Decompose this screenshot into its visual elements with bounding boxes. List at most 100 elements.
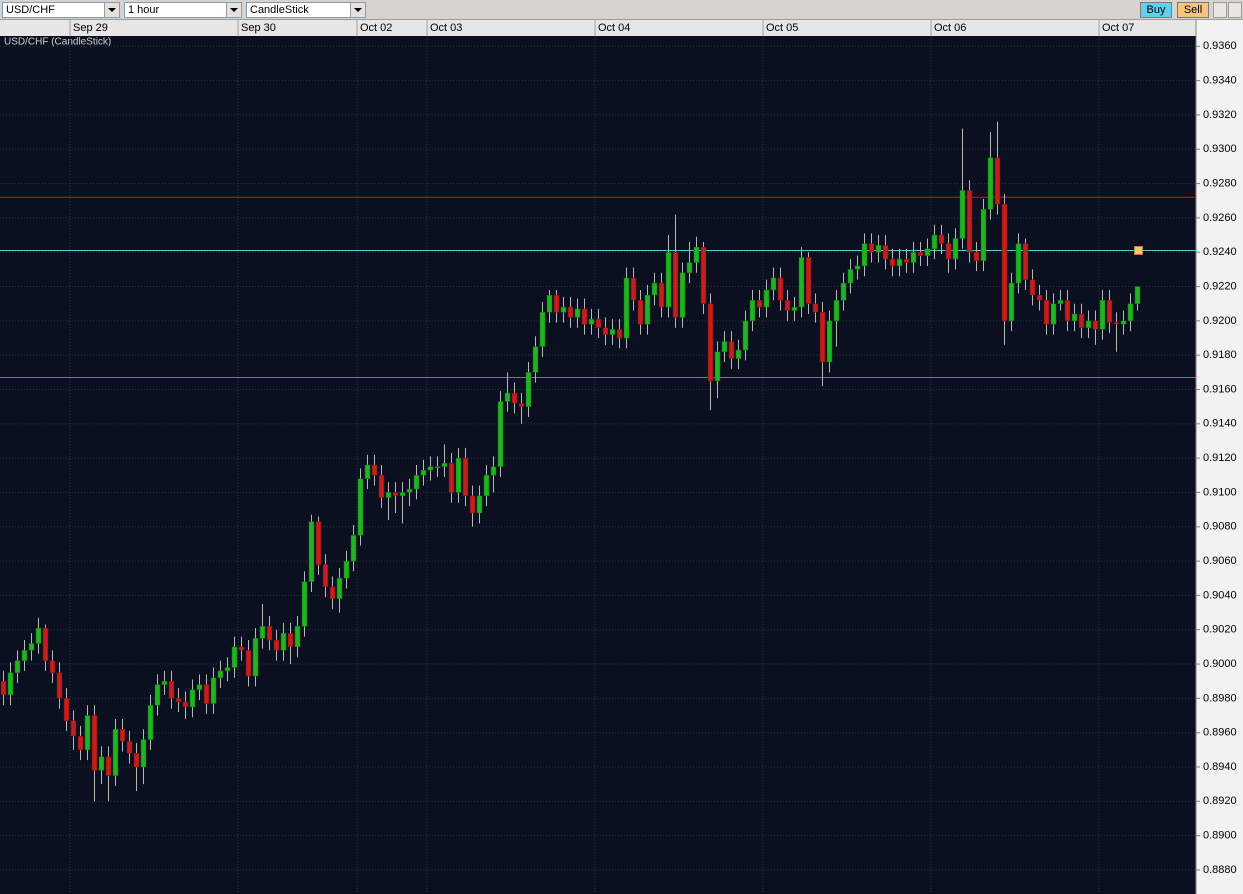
candle-body xyxy=(259,626,266,639)
candle-body xyxy=(798,257,805,308)
toolbar: USD/CHF 1 hour CandleStick Buy Sell xyxy=(0,0,1243,20)
candle-body xyxy=(420,469,427,476)
candle-body xyxy=(651,282,658,296)
dropdown-arrow[interactable] xyxy=(226,3,241,17)
candle-body xyxy=(882,245,889,260)
candle-body xyxy=(329,586,336,600)
candle-body xyxy=(56,672,63,699)
candle-body xyxy=(21,650,28,661)
candle-body xyxy=(917,251,924,256)
y-tick-label: 0.8900 xyxy=(1203,830,1237,842)
candle-body xyxy=(469,495,476,514)
candle-body xyxy=(287,632,294,648)
candle-body xyxy=(35,627,42,644)
candle-body xyxy=(504,392,511,402)
candle-body xyxy=(399,492,406,497)
candle-body xyxy=(854,265,861,270)
y-tick-label: 0.8980 xyxy=(1203,692,1237,704)
candle-body xyxy=(1057,300,1064,304)
y-tick-label: 0.9180 xyxy=(1203,349,1237,361)
plot-area xyxy=(0,36,1196,894)
date-header xyxy=(0,20,1243,36)
candle-body xyxy=(595,318,602,328)
y-tick-label: 0.9120 xyxy=(1203,452,1237,464)
candle-body xyxy=(147,704,154,740)
candle-body xyxy=(1008,282,1015,322)
candle-body xyxy=(217,670,224,679)
candle-body xyxy=(1127,303,1134,322)
candle-body xyxy=(322,564,329,588)
y-tick-label: 0.9200 xyxy=(1203,315,1237,327)
candle-body xyxy=(7,672,14,696)
sell-button[interactable]: Sell xyxy=(1177,2,1209,18)
y-tick-label: 0.9040 xyxy=(1203,589,1237,601)
candle-body xyxy=(1036,294,1043,301)
candle-body xyxy=(588,318,595,325)
candle-body xyxy=(301,581,308,627)
candle-body xyxy=(553,294,560,313)
candle-body xyxy=(931,234,938,250)
dropdown-arrow[interactable] xyxy=(350,3,365,17)
candle-body xyxy=(224,667,231,672)
candle-body xyxy=(1092,320,1099,330)
y-tick-label: 0.9020 xyxy=(1203,624,1237,636)
candle-body xyxy=(749,300,756,322)
candle-body xyxy=(602,327,609,335)
y-tick-label: 0.9320 xyxy=(1203,109,1237,121)
candle-body xyxy=(63,698,70,721)
candle-body xyxy=(175,698,182,703)
candle-body xyxy=(994,157,1001,205)
y-tick-label: 0.8960 xyxy=(1203,727,1237,739)
candle-body xyxy=(707,303,714,382)
candle-body xyxy=(833,300,840,322)
candle-body xyxy=(476,495,483,514)
y-tick-label: 0.9340 xyxy=(1203,75,1237,87)
indicator-icon[interactable] xyxy=(1213,2,1227,18)
symbol-text: USD/CHF xyxy=(6,4,55,16)
candle-body xyxy=(483,475,490,497)
candle-body xyxy=(210,677,217,704)
buy-button[interactable]: Buy xyxy=(1140,2,1172,18)
candle-body xyxy=(903,258,910,263)
candle-body xyxy=(392,492,399,497)
candle-body xyxy=(14,660,21,673)
candle-body xyxy=(560,306,567,313)
candle-body xyxy=(693,246,700,263)
candle-body xyxy=(42,627,49,661)
candle-body xyxy=(161,680,168,685)
candle-body xyxy=(805,257,812,304)
candle-body xyxy=(273,639,280,651)
candle-body xyxy=(77,735,84,751)
candle-body xyxy=(1064,300,1071,322)
candle-body xyxy=(1022,243,1029,280)
candle-body xyxy=(490,466,497,476)
candle-body xyxy=(434,466,441,468)
candle-body xyxy=(378,475,385,498)
interval-select[interactable]: 1 hour xyxy=(124,2,242,18)
candle-body xyxy=(1078,313,1085,328)
candle-body xyxy=(672,251,679,318)
candle-body xyxy=(714,351,721,382)
candle-body xyxy=(455,457,462,493)
candle-body xyxy=(315,521,322,565)
draw-icon[interactable] xyxy=(1228,2,1242,18)
candle-body xyxy=(581,308,588,325)
candle-body xyxy=(847,269,854,284)
dropdown-arrow[interactable] xyxy=(104,3,119,17)
candle-body xyxy=(700,246,707,304)
style-select[interactable]: CandleStick xyxy=(246,2,366,18)
y-tick-label: 0.9260 xyxy=(1203,212,1237,224)
candle-body xyxy=(105,756,112,776)
candle-body xyxy=(630,277,637,301)
candle-body xyxy=(532,346,539,373)
candle-body xyxy=(756,300,763,308)
price-axis xyxy=(1196,20,1243,894)
candle-body xyxy=(406,488,413,493)
candle-body xyxy=(182,701,189,708)
candle-body xyxy=(364,464,371,479)
candle-body xyxy=(1001,203,1008,322)
candle-body xyxy=(924,248,931,256)
symbol-select[interactable]: USD/CHF xyxy=(2,2,120,18)
candle-body xyxy=(231,646,238,668)
candle-body xyxy=(119,729,126,742)
